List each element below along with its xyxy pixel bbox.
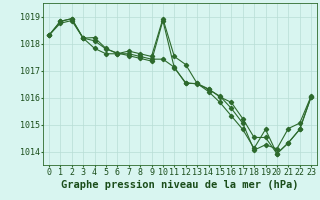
X-axis label: Graphe pression niveau de la mer (hPa): Graphe pression niveau de la mer (hPa) [61, 180, 299, 190]
